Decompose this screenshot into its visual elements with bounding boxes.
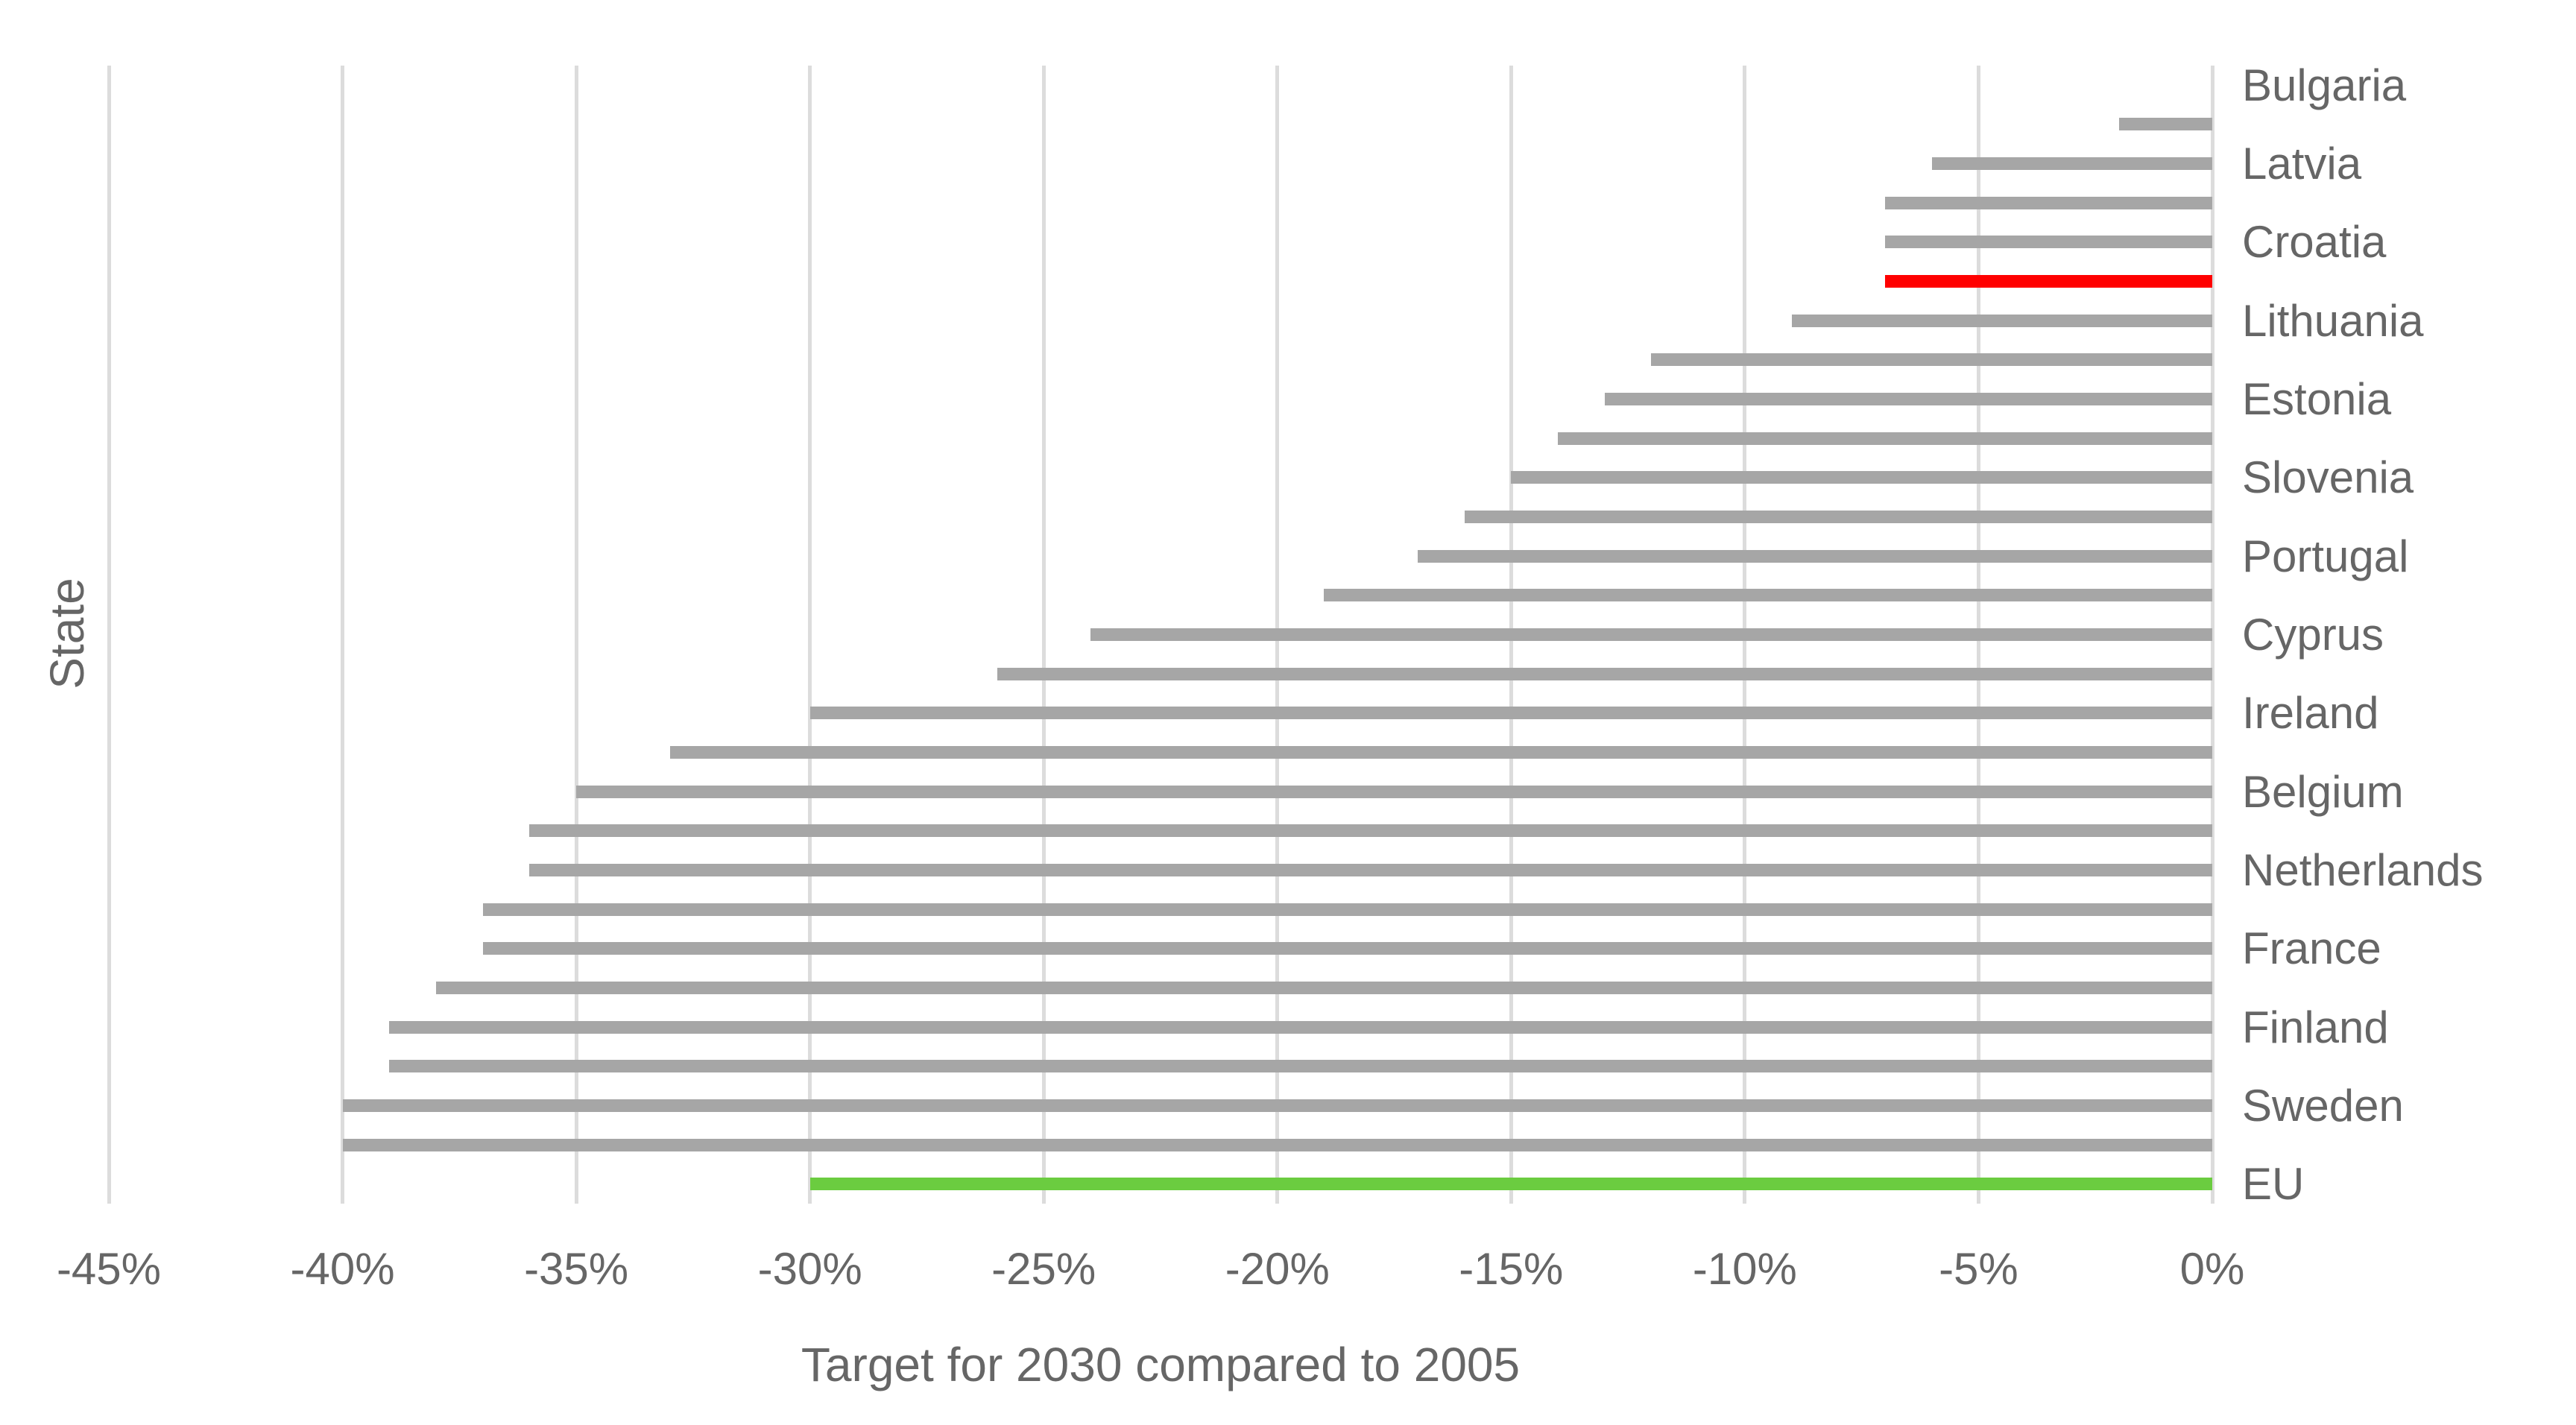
category-label-belgium: Belgium bbox=[2242, 766, 2404, 817]
category-label-netherlands: Netherlands bbox=[2242, 844, 2484, 895]
bar-row-14 bbox=[1324, 589, 2212, 602]
category-label-sweden: Sweden bbox=[2242, 1080, 2404, 1131]
bar-slovenia bbox=[1511, 471, 2212, 484]
x-axis-title: Target for 2030 compared to 2005 bbox=[801, 1338, 1521, 1391]
category-label-lithuania: Lithuania bbox=[2242, 295, 2424, 346]
bar-croatia bbox=[1885, 236, 2212, 249]
x-tick-label--15%: -15% bbox=[1459, 1244, 1564, 1294]
bar-latvia bbox=[1931, 157, 2212, 171]
bar-estonia bbox=[1604, 393, 2212, 406]
x-tick-label--5%: -5% bbox=[1939, 1244, 2018, 1294]
gridline--35% bbox=[574, 66, 578, 1204]
bar-cyprus bbox=[1090, 628, 2212, 641]
bar-row-22 bbox=[482, 903, 2212, 916]
bar-france bbox=[482, 942, 2212, 955]
category-label-croatia: Croatia bbox=[2242, 217, 2387, 268]
category-label-slovenia: Slovenia bbox=[2242, 452, 2414, 503]
bar-row-16 bbox=[997, 667, 2212, 680]
bar-lithuania bbox=[1791, 314, 2212, 327]
x-tick-label--40%: -40% bbox=[290, 1244, 395, 1294]
bar-row-6 bbox=[1885, 275, 2212, 288]
bar-finland bbox=[389, 1020, 2212, 1034]
bar-eu bbox=[809, 1178, 2212, 1191]
x-tick-label--45%: -45% bbox=[56, 1244, 162, 1294]
bar-row-18 bbox=[669, 745, 2212, 759]
category-label-eu: EU bbox=[2242, 1159, 2305, 1210]
x-tick-label--25%: -25% bbox=[991, 1244, 1096, 1294]
bar-sweden bbox=[342, 1099, 2212, 1112]
gridline-0% bbox=[2210, 66, 2214, 1204]
x-tick-label--10%: -10% bbox=[1692, 1244, 1797, 1294]
x-tick-label-0%: 0% bbox=[2179, 1244, 2245, 1294]
category-label-finland: Finland bbox=[2242, 1002, 2389, 1052]
gridline--25% bbox=[1041, 66, 1046, 1204]
category-label-bulgaria: Bulgaria bbox=[2242, 60, 2407, 110]
category-label-cyprus: Cyprus bbox=[2242, 610, 2384, 660]
bar-row-24 bbox=[435, 981, 2212, 994]
y-axis-title: State bbox=[40, 578, 94, 689]
category-label-ireland: Ireland bbox=[2242, 688, 2379, 739]
bar-row-28 bbox=[342, 1138, 2212, 1151]
category-label-latvia: Latvia bbox=[2242, 139, 2362, 189]
bar-belgium bbox=[576, 785, 2212, 798]
x-tick-label--35%: -35% bbox=[524, 1244, 629, 1294]
bar-row-20 bbox=[529, 824, 2212, 838]
bar-row-10 bbox=[1558, 432, 2212, 445]
bar-row-8 bbox=[1651, 353, 2212, 367]
bar-netherlands bbox=[529, 863, 2212, 876]
bar-row-4 bbox=[1885, 196, 2212, 209]
bar-ireland bbox=[809, 707, 2212, 720]
category-label-portugal: Portugal bbox=[2242, 531, 2409, 581]
category-label-estonia: Estonia bbox=[2242, 374, 2392, 425]
bar-row-12 bbox=[1464, 511, 2212, 524]
bar-row-2 bbox=[2118, 118, 2212, 131]
gridline--45% bbox=[107, 66, 111, 1204]
gridline--30% bbox=[808, 66, 812, 1204]
x-tick-label--30%: -30% bbox=[757, 1244, 862, 1294]
bar-portugal bbox=[1417, 549, 2212, 563]
gridline--40% bbox=[341, 66, 345, 1204]
bar-row-26 bbox=[389, 1060, 2212, 1073]
category-label-france: France bbox=[2242, 923, 2381, 974]
x-tick-label--20%: -20% bbox=[1225, 1244, 1330, 1294]
